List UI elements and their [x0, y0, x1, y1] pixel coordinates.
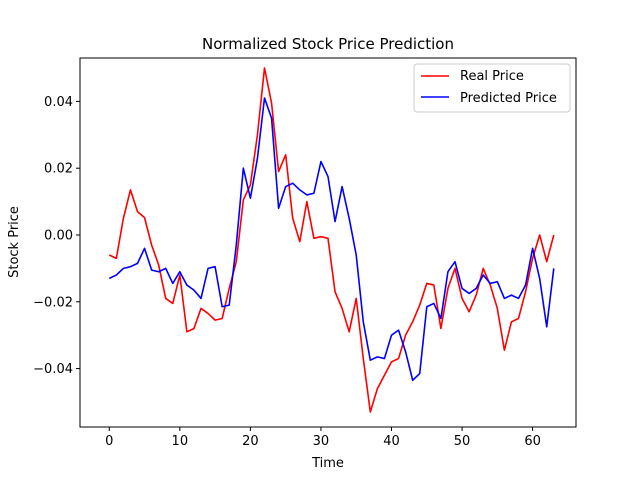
- x-axis-ticks: 0 10 20 30 40 50 60: [105, 427, 541, 449]
- y-tick-label: 0.00: [44, 228, 73, 243]
- y-axis-label: Stock Price: [7, 206, 22, 278]
- x-tick-label: 30: [313, 434, 330, 449]
- plot-frame: [79, 57, 577, 428]
- legend: Real Price Predicted Price: [413, 63, 571, 113]
- x-tick-label: 10: [172, 434, 189, 449]
- plot-lines: [108, 67, 555, 413]
- x-tick-label: 0: [105, 434, 113, 449]
- y-tick-label: 0.02: [44, 162, 73, 177]
- y-axis-ticks: −0.04 −0.02 0.00 0.02 0.04: [33, 95, 80, 377]
- x-tick-label: 20: [242, 434, 259, 449]
- series-line-predicted-price: [108, 97, 555, 382]
- y-tick-label: −0.04: [33, 362, 73, 377]
- chart-title: Normalized Stock Price Prediction: [202, 35, 454, 53]
- legend-box: [413, 63, 571, 113]
- y-tick-label: 0.04: [44, 95, 73, 110]
- x-axis-label: Time: [311, 456, 344, 471]
- x-tick-label: 40: [383, 434, 400, 449]
- x-tick-label: 60: [524, 434, 541, 449]
- x-tick-label: 50: [454, 434, 471, 449]
- legend-label-real-price: Real Price: [460, 69, 524, 84]
- legend-label-predicted-price: Predicted Price: [460, 91, 557, 106]
- y-tick-label: −0.02: [33, 295, 73, 310]
